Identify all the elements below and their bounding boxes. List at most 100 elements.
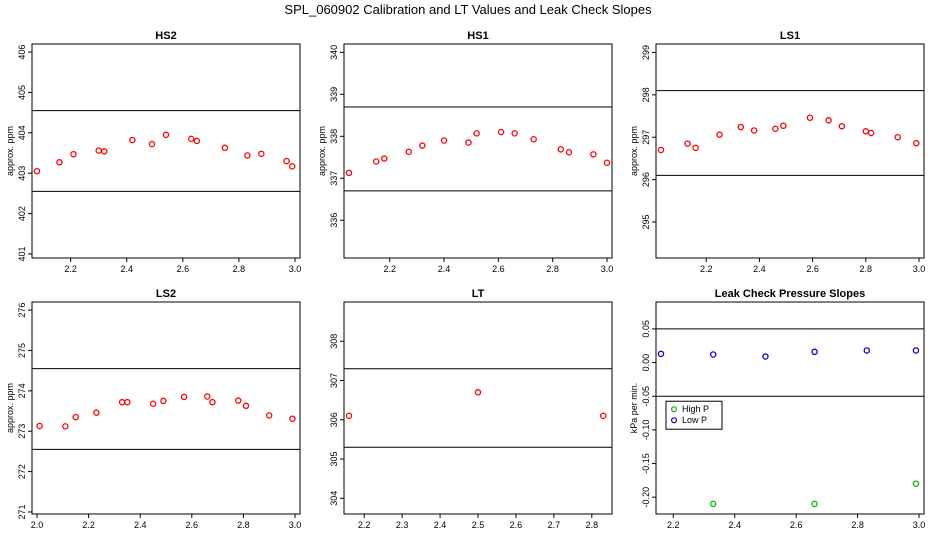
data-point	[912, 347, 920, 354]
data-point	[149, 400, 157, 408]
x-tick-label: 2.4	[438, 264, 451, 274]
plot-frame	[343, 301, 613, 515]
data-point	[70, 150, 77, 158]
y-tick-label: 339	[329, 87, 339, 102]
y-tick-label: 402	[17, 206, 27, 221]
y-axis-label: kPa per min.	[629, 383, 639, 434]
x-tick-label: 2.8	[237, 520, 250, 530]
y-tick-label: 336	[329, 213, 339, 228]
x-tick-label: 2.6	[177, 264, 190, 274]
data-point	[345, 412, 353, 420]
data-point	[780, 122, 787, 130]
chart-panels: HS2 2.2 2.4 2.6 2.8 3.0 401 402 403 404 405 406 appr…	[5, 30, 925, 530]
x-tick-label: 2.4	[434, 520, 447, 530]
x-tick-label: 2.4	[120, 264, 133, 274]
y-tick-label: 271	[17, 504, 27, 519]
x-tick-label: 2.8	[546, 264, 559, 274]
data-point	[148, 140, 156, 148]
x-tick-label: 2.6	[510, 520, 523, 530]
data-point	[242, 402, 250, 410]
data-point	[162, 131, 170, 139]
legend-marker	[670, 417, 677, 424]
x-tick-label: 2.4	[753, 264, 766, 274]
data-point	[289, 415, 296, 422]
y-tick-label: 298	[641, 87, 651, 102]
data-point	[511, 130, 518, 137]
y-tick-label: 306	[329, 412, 339, 427]
data-point	[603, 159, 611, 166]
data-point	[118, 398, 126, 406]
data-point	[772, 125, 779, 133]
y-tick-label: 308	[329, 334, 339, 349]
data-point	[95, 147, 102, 154]
data-point	[101, 148, 108, 155]
chart-panel-4: LS2 2.0 2.2 2.4 2.6 2.8 3.0 271 272 273 274 275 276 a…	[5, 288, 301, 530]
data-point	[209, 398, 216, 406]
chart-panel-5: LT 2.2 2.3 2.4 2.5 2.6 2.7 2.8 304 305 306 307 308	[329, 288, 613, 530]
data-point	[381, 155, 388, 162]
y-tick-label: 0.00	[641, 354, 651, 372]
plot-frame	[655, 43, 925, 259]
data-point	[129, 136, 136, 144]
panel-title: LS1	[780, 30, 800, 42]
chart-panel-2: HS1 2.2 2.4 2.6 2.8 3.0 336 337 338 339 340 approx.…	[317, 30, 613, 274]
x-tick-label: 3.0	[289, 520, 302, 530]
plot-frame	[31, 43, 301, 259]
x-tick-label: 2.8	[586, 520, 599, 530]
data-point	[244, 152, 251, 159]
y-tick-label: 304	[329, 491, 339, 506]
y-tick-label: 297	[641, 130, 651, 145]
x-tick-label: 2.5	[472, 520, 485, 530]
data-point	[93, 409, 100, 416]
chart-panel-3: LS1 2.2 2.4 2.6 2.8 3.0 295 296 297 298 299 approx.…	[629, 30, 925, 274]
y-tick-label: 338	[329, 129, 339, 144]
data-point	[565, 149, 573, 156]
x-tick-label: 2.2	[358, 520, 371, 530]
data-point	[62, 423, 69, 430]
y-tick-label: 0.05	[641, 320, 651, 338]
y-axis-label: approx. ppm	[5, 383, 15, 433]
figure-title: SPL_060902 Calibration and LT Values and…	[284, 2, 652, 17]
y-axis-label: approx. ppm	[317, 126, 327, 176]
data-point	[692, 144, 699, 152]
x-tick-label: 2.3	[396, 520, 409, 530]
y-tick-label: 275	[17, 343, 27, 358]
data-point	[160, 397, 167, 405]
x-tick-label: 2.2	[64, 264, 77, 274]
y-tick-label: 340	[329, 45, 339, 60]
data-point	[473, 130, 480, 137]
x-tick-label: 2.4	[728, 520, 741, 530]
data-point	[405, 148, 412, 156]
legend-marker	[670, 406, 677, 413]
data-point	[497, 128, 505, 136]
y-tick-label: -0.05	[641, 386, 651, 407]
x-tick-label: 2.2	[700, 264, 713, 274]
data-point	[440, 137, 448, 144]
x-tick-label: 2.2	[82, 520, 95, 530]
data-point	[737, 123, 745, 131]
data-point	[530, 136, 537, 143]
data-point	[187, 135, 195, 143]
chart-panel-1: HS2 2.2 2.4 2.6 2.8 3.0 401 402 403 404 405 406 appr…	[5, 30, 301, 274]
x-tick-label: 3.0	[601, 264, 614, 274]
data-point	[288, 163, 296, 170]
y-axis-label: approx. ppm	[5, 126, 15, 176]
data-point	[33, 167, 41, 175]
data-point	[762, 353, 769, 360]
data-point	[825, 117, 832, 124]
panel-title: LT	[472, 288, 485, 300]
x-tick-label: 2.6	[492, 264, 505, 274]
x-tick-label: 3.0	[913, 264, 926, 274]
data-point	[709, 351, 717, 358]
x-tick-label: 2.2	[667, 520, 680, 530]
y-tick-label: -0.15	[641, 453, 651, 474]
data-point	[913, 139, 920, 147]
data-point	[750, 127, 758, 134]
data-point	[474, 389, 482, 396]
data-point	[709, 500, 717, 508]
y-tick-label: 307	[329, 373, 339, 388]
data-point	[863, 347, 871, 354]
data-point	[204, 393, 211, 400]
